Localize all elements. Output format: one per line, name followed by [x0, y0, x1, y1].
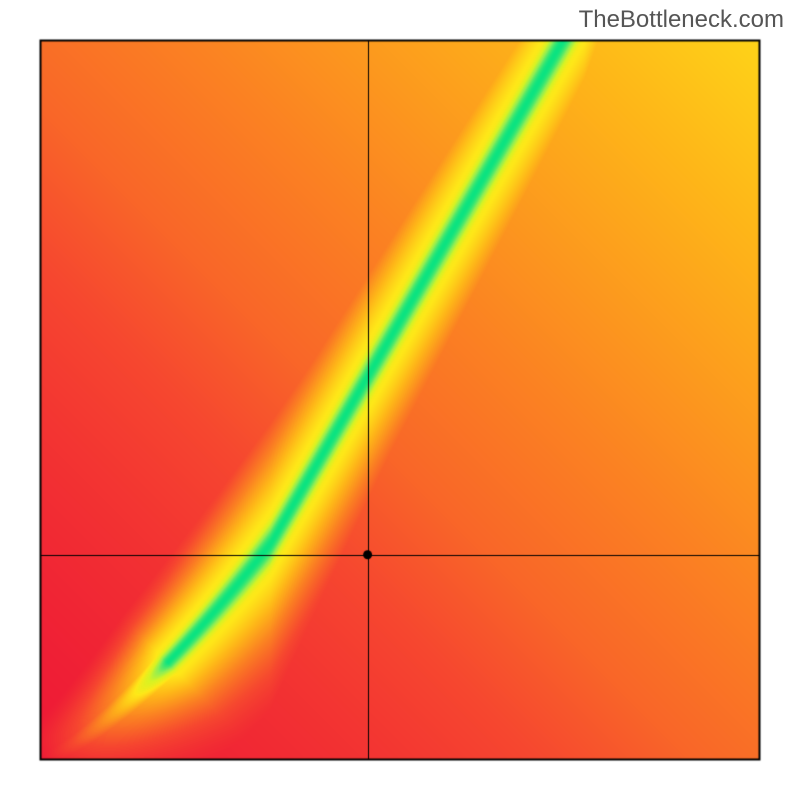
watermark-text: TheBottleneck.com — [579, 6, 784, 34]
bottleneck-heatmap — [0, 0, 800, 800]
